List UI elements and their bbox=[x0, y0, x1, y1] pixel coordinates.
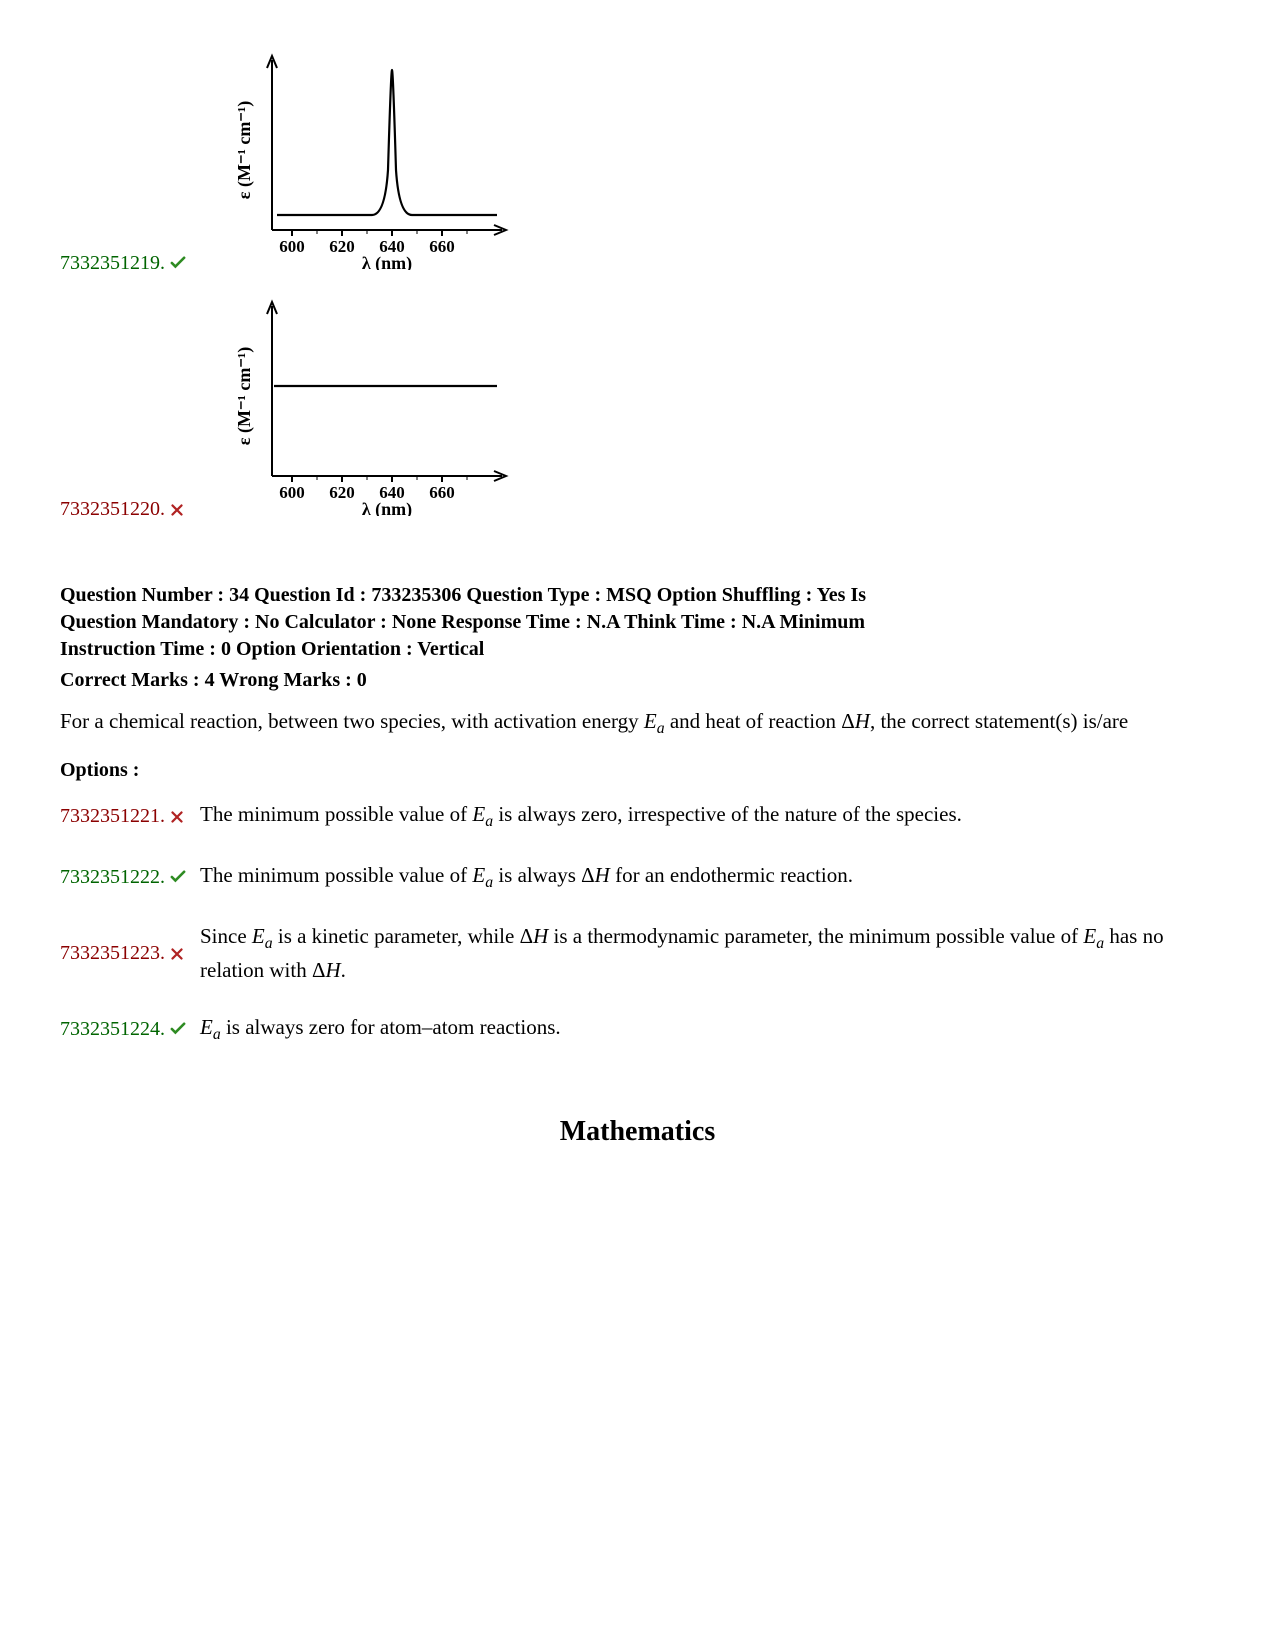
option-text: The minimum possible value of Ea is alwa… bbox=[200, 800, 962, 833]
cross-icon bbox=[170, 499, 186, 522]
option-1224: 7332351224. Ea is always zero for atom–a… bbox=[60, 1013, 1215, 1046]
chart-peak: 600 620 640 660 λ (nm) ε (M⁻¹ cm⁻¹) bbox=[212, 50, 512, 276]
meta-line1: Question Number : 34 Question Id : 73323… bbox=[60, 584, 866, 606]
cross-icon bbox=[170, 943, 186, 966]
xlabel: λ (nm) bbox=[362, 253, 412, 270]
xtick-600: 600 bbox=[279, 483, 305, 502]
option-1222: 7332351222. The minimum possible value o… bbox=[60, 861, 1215, 894]
option-id-1219: 7332351219. bbox=[60, 252, 186, 276]
option-id-1224: 7332351224. bbox=[60, 1018, 186, 1042]
option-id-1220: 7332351220. bbox=[60, 498, 186, 522]
ylabel: ε (M⁻¹ cm⁻¹) bbox=[234, 101, 255, 199]
option-text: The minimum possible value of Ea is alwa… bbox=[200, 861, 853, 894]
option-1221: 7332351221. The minimum possible value o… bbox=[60, 800, 1215, 833]
meta-line3: Instruction Time : 0 Option Orientation … bbox=[60, 638, 484, 660]
xtick-660: 660 bbox=[429, 483, 455, 502]
option-id-1221: 7332351221. bbox=[60, 805, 186, 829]
option-1223: 7332351223. Since Ea is a kinetic parame… bbox=[60, 922, 1215, 985]
option-text: Ea is always zero for atom–atom reaction… bbox=[200, 1013, 561, 1046]
options-label: Options : bbox=[60, 759, 1215, 782]
option-row-chart1: 7332351219. 600 620 6 bbox=[60, 50, 1215, 276]
xtick-600: 600 bbox=[279, 237, 305, 256]
check-icon bbox=[170, 1019, 186, 1042]
question-metadata: Question Number : 34 Question Id : 73323… bbox=[60, 582, 1215, 663]
ylabel: ε (M⁻¹ cm⁻¹) bbox=[234, 347, 255, 445]
option-row-chart2: 7332351220. 600 620 640 660 λ (nm) ε ( bbox=[60, 296, 1215, 522]
cross-icon bbox=[170, 806, 186, 829]
xtick-660: 660 bbox=[429, 237, 455, 256]
option-id-1223: 7332351223. bbox=[60, 942, 186, 966]
meta-line2: Question Mandatory : No Calculator : Non… bbox=[60, 611, 865, 633]
xtick-620: 620 bbox=[329, 237, 355, 256]
chart-flat: 600 620 640 660 λ (nm) ε (M⁻¹ cm⁻¹) bbox=[212, 296, 512, 522]
xtick-620: 620 bbox=[329, 483, 355, 502]
check-icon bbox=[170, 253, 186, 276]
option-id-1222: 7332351222. bbox=[60, 866, 186, 890]
check-icon bbox=[170, 867, 186, 890]
option-text: Since Ea is a kinetic parameter, while Δ… bbox=[200, 922, 1215, 985]
marks-line: Correct Marks : 4 Wrong Marks : 0 bbox=[60, 669, 1215, 692]
xlabel: λ (nm) bbox=[362, 499, 412, 516]
option-id-text: 7332351219. bbox=[60, 252, 165, 274]
question-text: For a chemical reaction, between two spe… bbox=[60, 706, 1215, 741]
option-id-text: 7332351220. bbox=[60, 498, 165, 520]
section-title: Mathematics bbox=[60, 1116, 1215, 1148]
